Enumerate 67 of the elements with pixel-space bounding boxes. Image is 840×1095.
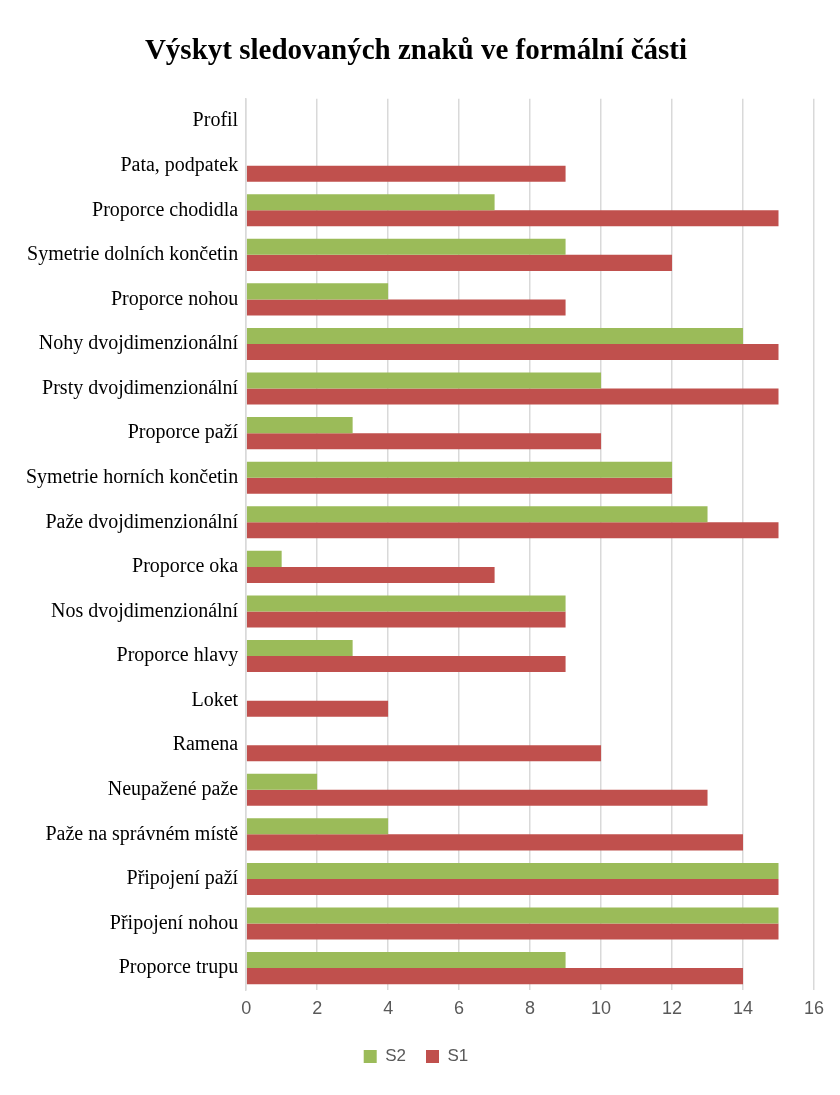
bar (246, 656, 566, 673)
y-tick-label: Proporce nohou (110, 286, 239, 310)
bar (246, 372, 602, 389)
y-tick-label: Symetrie dolních končetin (27, 242, 239, 266)
y-tick-label: Prsty dvojdimenzionální (42, 375, 239, 399)
x-tick-label: 14 (733, 998, 754, 1019)
bar (246, 878, 779, 895)
bar (246, 550, 282, 567)
bar (246, 194, 495, 211)
y-tick-label: Připojení paží (126, 866, 239, 890)
bar (246, 789, 708, 806)
bar (246, 522, 779, 539)
y-tick-label: Proporce trupu (118, 955, 239, 979)
bar (246, 343, 779, 361)
legend-label: S2 (385, 1046, 406, 1066)
bar (246, 477, 673, 494)
bar (246, 952, 566, 969)
x-tick-label: 4 (383, 998, 394, 1019)
bar (246, 611, 566, 628)
chart-title: Výskyt sledovaných znaků ve formální části (144, 32, 688, 65)
bar (246, 923, 779, 940)
bar (246, 210, 779, 227)
bar (246, 238, 566, 255)
x-tick-label: 16 (803, 998, 825, 1019)
x-tick-label: 6 (454, 998, 465, 1019)
bar (246, 417, 353, 434)
x-tick-label: 8 (525, 998, 536, 1019)
y-tick-label: Symetrie horních končetin (26, 464, 239, 488)
bar (246, 254, 673, 271)
bar (246, 283, 389, 300)
y-tick-label: Proporce hlavy (116, 643, 239, 667)
y-tick-label: Nohy dvojdimenzionální (38, 331, 239, 355)
y-tick-label: Ramena (172, 732, 239, 755)
y-tick-label: Paže dvojdimenzionální (45, 509, 239, 533)
bar (246, 745, 602, 762)
bar (246, 595, 566, 612)
y-tick-label: Nos dvojdimenzionální (50, 598, 239, 622)
bar (246, 640, 353, 657)
y-tick-label: Připojení nohou (109, 910, 239, 934)
bar (246, 862, 779, 879)
bar (246, 165, 566, 182)
bar (246, 461, 673, 478)
y-tick-label: Loket (191, 687, 239, 710)
bar (246, 968, 744, 985)
bar (246, 773, 318, 790)
y-tick-label: Paže na správném místě (45, 821, 239, 845)
y-tick-label: Pata, podpatek (120, 152, 239, 176)
y-tick-label: Profil (192, 108, 239, 131)
bar (246, 907, 779, 924)
x-tick-label: 10 (591, 998, 612, 1019)
bar (246, 327, 744, 344)
bar (246, 834, 744, 851)
y-tick-label: Proporce paží (127, 420, 239, 444)
bar (246, 566, 495, 583)
x-tick-label: 2 (312, 998, 323, 1019)
bar (246, 299, 566, 316)
bar (246, 700, 389, 717)
bar (246, 818, 389, 835)
bar (246, 388, 779, 405)
x-tick-label: 0 (241, 998, 252, 1019)
bar (246, 433, 602, 450)
y-tick-label: Neupažené paže (107, 777, 239, 801)
y-tick-label: Proporce chodidla (92, 197, 239, 221)
x-tick-label: 12 (662, 998, 683, 1019)
y-tick-label: Proporce oka (132, 554, 239, 578)
legend-label: S1 (447, 1046, 469, 1066)
bar (246, 506, 708, 523)
